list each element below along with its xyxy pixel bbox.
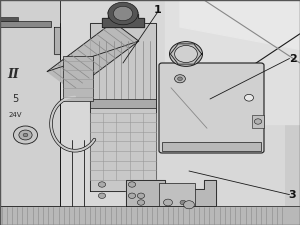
Bar: [0, 206, 300, 225]
Polygon shape: [102, 14, 144, 27]
Text: 1: 1: [154, 5, 161, 15]
Bar: [63, 56, 93, 101]
Text: 3: 3: [289, 190, 296, 200]
Circle shape: [175, 75, 185, 83]
Circle shape: [98, 193, 106, 198]
Circle shape: [19, 130, 32, 140]
Polygon shape: [54, 27, 60, 54]
Polygon shape: [90, 22, 156, 191]
Text: II: II: [8, 68, 20, 81]
Circle shape: [244, 94, 253, 101]
Text: 5: 5: [12, 94, 18, 104]
Bar: [90, 99, 156, 108]
Circle shape: [175, 45, 197, 63]
Circle shape: [128, 182, 136, 187]
Circle shape: [167, 193, 175, 198]
Circle shape: [167, 200, 175, 205]
Bar: [162, 142, 261, 151]
Bar: [252, 115, 264, 128]
Circle shape: [254, 119, 262, 124]
Circle shape: [98, 182, 106, 187]
Bar: [159, 183, 195, 206]
Polygon shape: [0, 0, 96, 206]
Polygon shape: [108, 6, 138, 14]
Circle shape: [164, 199, 172, 206]
Polygon shape: [126, 180, 216, 206]
Circle shape: [137, 193, 145, 198]
Circle shape: [14, 126, 38, 144]
Bar: [60, 0, 285, 206]
Circle shape: [128, 193, 136, 198]
FancyBboxPatch shape: [159, 63, 264, 153]
Polygon shape: [47, 22, 139, 90]
Text: 2: 2: [289, 54, 296, 63]
Circle shape: [113, 6, 133, 21]
Circle shape: [23, 133, 28, 137]
Bar: [0, 21, 51, 27]
Circle shape: [178, 77, 182, 81]
Text: 24V: 24V: [8, 112, 22, 118]
Circle shape: [180, 200, 186, 205]
Bar: [0, 0, 60, 206]
Circle shape: [108, 2, 138, 25]
Circle shape: [184, 201, 194, 209]
Circle shape: [137, 200, 145, 205]
Polygon shape: [180, 0, 300, 50]
Circle shape: [169, 42, 202, 66]
Bar: [0, 17, 18, 21]
Polygon shape: [165, 0, 300, 124]
